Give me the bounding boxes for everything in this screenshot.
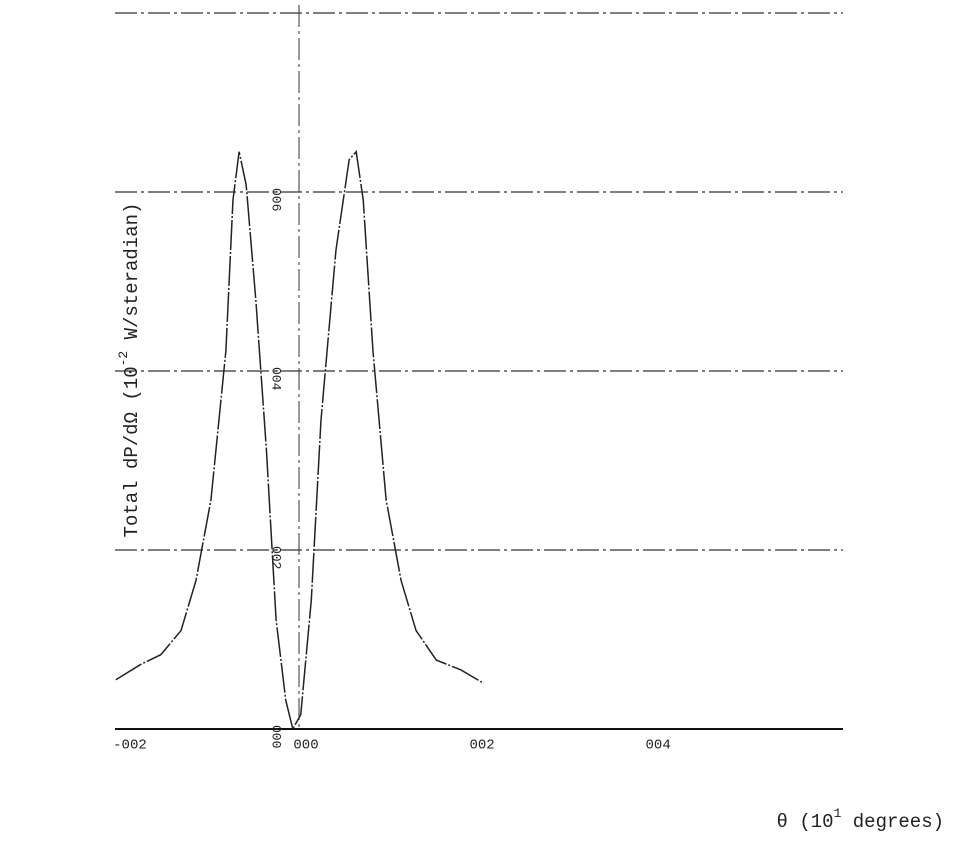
data-line — [115, 150, 485, 732]
x-label-tail: degrees) — [841, 811, 944, 833]
x-axis-label: θ (101 degrees) — [777, 806, 944, 833]
y-tick-label: 000 — [269, 725, 284, 748]
y-tick-label: 006 — [269, 188, 284, 211]
x-tick-label: 002 — [469, 738, 494, 754]
y-tick-label: 004 — [269, 367, 284, 391]
y-label-sup: -2 — [116, 351, 131, 367]
x-tick-label: 004 — [646, 738, 671, 754]
x-tick-label: -002 — [113, 738, 147, 754]
x-label-main: θ (10 — [777, 811, 834, 833]
x-label-sup: 1 — [834, 806, 842, 821]
y-label-main: Total dP/dΩ (10 — [121, 366, 143, 537]
y-axis-label: Total dP/dΩ (10-2 W/steradian) — [116, 203, 143, 538]
y-tick-label: 002 — [269, 546, 284, 569]
x-tick-label: 000 — [293, 738, 318, 754]
y-label-tail: W/steradian) — [121, 203, 143, 351]
